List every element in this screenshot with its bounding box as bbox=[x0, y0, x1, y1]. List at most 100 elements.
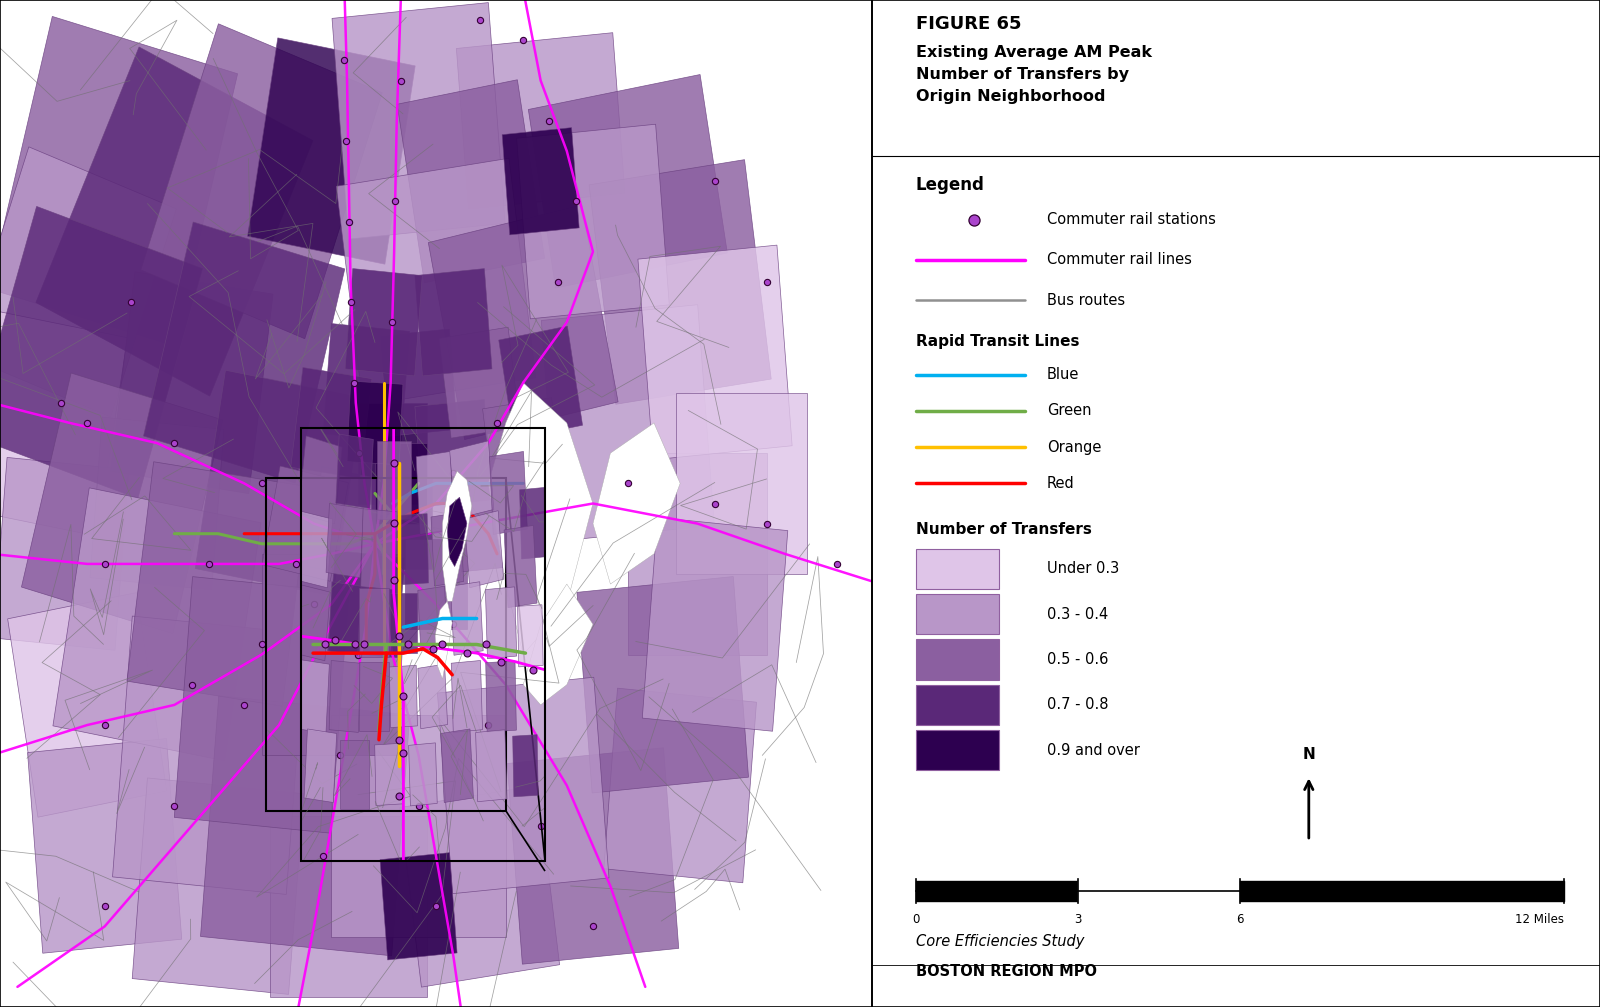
Polygon shape bbox=[418, 586, 448, 651]
Polygon shape bbox=[21, 373, 222, 634]
Polygon shape bbox=[248, 38, 416, 264]
Polygon shape bbox=[603, 688, 757, 883]
Bar bbox=[915, 549, 1000, 589]
Text: 0.3 - 0.4: 0.3 - 0.4 bbox=[1046, 607, 1107, 621]
Polygon shape bbox=[507, 748, 678, 964]
Text: N: N bbox=[1302, 747, 1315, 762]
Polygon shape bbox=[376, 441, 411, 519]
Polygon shape bbox=[442, 729, 474, 803]
Polygon shape bbox=[397, 80, 544, 283]
Polygon shape bbox=[627, 453, 768, 655]
Polygon shape bbox=[347, 381, 403, 465]
Text: BOSTON REGION MPO: BOSTON REGION MPO bbox=[915, 964, 1096, 979]
Polygon shape bbox=[8, 592, 166, 818]
Polygon shape bbox=[174, 577, 349, 833]
Polygon shape bbox=[450, 441, 494, 519]
Text: 12 Miles: 12 Miles bbox=[1515, 913, 1563, 926]
Text: Bus routes: Bus routes bbox=[1046, 293, 1125, 307]
Polygon shape bbox=[304, 729, 336, 803]
Text: 0: 0 bbox=[912, 913, 920, 926]
Polygon shape bbox=[374, 743, 403, 806]
Polygon shape bbox=[675, 393, 806, 574]
Polygon shape bbox=[454, 475, 522, 572]
Polygon shape bbox=[0, 147, 176, 417]
Polygon shape bbox=[323, 323, 410, 442]
Polygon shape bbox=[293, 511, 333, 588]
Polygon shape bbox=[291, 368, 371, 478]
Polygon shape bbox=[53, 487, 261, 761]
Polygon shape bbox=[112, 616, 306, 894]
Text: Orange: Orange bbox=[1046, 440, 1101, 454]
Polygon shape bbox=[357, 403, 427, 504]
Polygon shape bbox=[448, 497, 467, 567]
Polygon shape bbox=[262, 466, 349, 581]
Text: Legend: Legend bbox=[915, 176, 984, 194]
Text: 3: 3 bbox=[1074, 913, 1082, 926]
Text: Commuter rail lines: Commuter rail lines bbox=[1046, 253, 1192, 267]
Polygon shape bbox=[430, 513, 464, 586]
Polygon shape bbox=[638, 245, 792, 460]
Polygon shape bbox=[262, 554, 402, 755]
Polygon shape bbox=[360, 662, 389, 731]
Polygon shape bbox=[381, 329, 458, 436]
Bar bbox=[915, 639, 1000, 680]
Polygon shape bbox=[346, 269, 422, 376]
Polygon shape bbox=[133, 778, 304, 994]
Polygon shape bbox=[374, 443, 427, 524]
Polygon shape bbox=[451, 582, 483, 656]
Polygon shape bbox=[141, 24, 382, 338]
Polygon shape bbox=[0, 310, 128, 536]
Text: 0.9 and over: 0.9 and over bbox=[1046, 743, 1139, 757]
Text: Blue: Blue bbox=[1046, 368, 1078, 382]
Polygon shape bbox=[299, 436, 342, 524]
Text: Green: Green bbox=[1046, 404, 1091, 418]
Polygon shape bbox=[523, 584, 594, 705]
Polygon shape bbox=[486, 661, 517, 732]
Polygon shape bbox=[360, 588, 389, 658]
Polygon shape bbox=[408, 743, 437, 806]
Polygon shape bbox=[429, 204, 618, 440]
Polygon shape bbox=[438, 327, 520, 438]
Polygon shape bbox=[541, 305, 714, 541]
Polygon shape bbox=[488, 383, 594, 655]
Bar bbox=[266, 478, 506, 811]
Polygon shape bbox=[328, 582, 362, 656]
Polygon shape bbox=[270, 816, 427, 997]
Bar bbox=[915, 685, 1000, 725]
Polygon shape bbox=[499, 326, 582, 439]
Text: 6: 6 bbox=[1235, 913, 1243, 926]
Polygon shape bbox=[0, 16, 238, 346]
Polygon shape bbox=[485, 587, 517, 659]
Polygon shape bbox=[333, 3, 506, 239]
Polygon shape bbox=[483, 398, 563, 509]
Polygon shape bbox=[126, 462, 309, 706]
Polygon shape bbox=[371, 478, 432, 569]
Polygon shape bbox=[528, 75, 728, 288]
Bar bbox=[915, 730, 1000, 770]
Polygon shape bbox=[578, 577, 749, 793]
Polygon shape bbox=[336, 434, 373, 509]
Polygon shape bbox=[589, 160, 771, 404]
Polygon shape bbox=[110, 272, 274, 493]
Text: Commuter rail stations: Commuter rail stations bbox=[1046, 212, 1216, 227]
Polygon shape bbox=[398, 514, 429, 585]
Polygon shape bbox=[195, 371, 363, 596]
Polygon shape bbox=[339, 740, 370, 809]
Polygon shape bbox=[200, 696, 410, 956]
Polygon shape bbox=[0, 457, 128, 651]
Polygon shape bbox=[475, 730, 507, 802]
Text: 0.5 - 0.6: 0.5 - 0.6 bbox=[1046, 653, 1109, 667]
Polygon shape bbox=[35, 47, 314, 396]
Bar bbox=[915, 594, 1000, 634]
Polygon shape bbox=[418, 665, 448, 729]
Polygon shape bbox=[414, 269, 491, 376]
Polygon shape bbox=[400, 785, 560, 987]
Polygon shape bbox=[517, 124, 669, 319]
Polygon shape bbox=[490, 451, 528, 535]
Text: Existing Average AM Peak
Number of Transfers by
Origin Neighborhood: Existing Average AM Peak Number of Trans… bbox=[915, 45, 1152, 104]
Polygon shape bbox=[326, 504, 363, 578]
Polygon shape bbox=[296, 585, 330, 661]
Polygon shape bbox=[27, 738, 182, 954]
Polygon shape bbox=[389, 666, 418, 728]
Text: Core Efficiencies Study: Core Efficiencies Study bbox=[915, 933, 1085, 949]
